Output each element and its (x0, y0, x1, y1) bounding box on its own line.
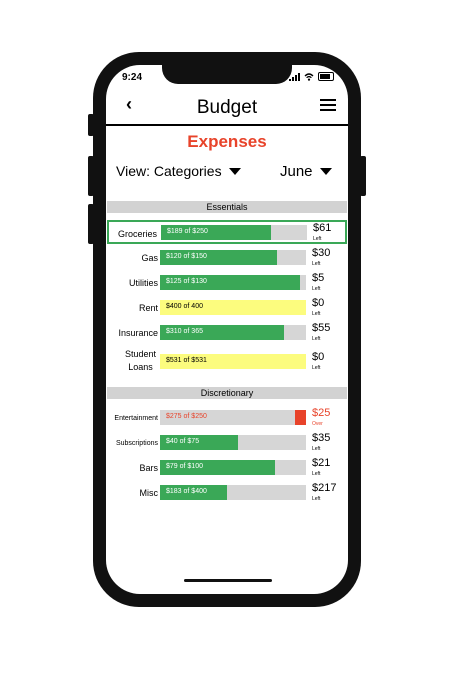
power-button (360, 156, 366, 196)
battery-icon (318, 72, 334, 81)
progress-fill (160, 275, 301, 290)
amount-value: $61 (313, 222, 332, 234)
view-dropdown[interactable]: View: Categories (116, 163, 241, 179)
progress-bar: $189 of $250 (161, 225, 307, 240)
screen: 9:24 ‹ Budget Expenses View: Categories … (106, 65, 348, 594)
amount-note: Left (312, 311, 321, 317)
amount-value: $217 (312, 482, 337, 494)
progress-fill (160, 435, 238, 450)
section-header-essentials: Essentials (107, 201, 347, 213)
category-row-student-loans[interactable]: Student Loans $531 of $531 $0 Left (106, 346, 348, 374)
category-row-subscriptions[interactable]: Subscriptions $40 of $75 $35 Left (106, 431, 348, 455)
progress-fill (160, 325, 285, 340)
chevron-down-icon (319, 168, 332, 175)
amount-note: Left (312, 286, 321, 292)
chevron-down-icon (228, 167, 241, 175)
amount-value: $55 (312, 322, 331, 334)
progress-bar: $79 of $100 (160, 460, 306, 475)
category-label-line1: Student (124, 349, 156, 359)
progress-fill (160, 300, 306, 315)
progress-bar: $125 of $130 (160, 275, 306, 290)
progress-bar: $310 of 365 (160, 325, 306, 340)
amount-note: Left (312, 496, 321, 502)
wifi-icon (304, 72, 314, 81)
category-row-insurance[interactable]: Insurance $310 of 365 $55 Left (106, 321, 348, 345)
amount-note: Left (312, 446, 321, 452)
phone-frame: 9:24 ‹ Budget Expenses View: Categories … (88, 52, 366, 607)
progress-text: $189 of $250 (167, 228, 208, 235)
progress-text: $400 of 400 (166, 303, 203, 310)
amount-value: $5 (312, 272, 325, 284)
category-label: Bars (139, 463, 158, 473)
notch (162, 65, 292, 84)
category-row-entertainment[interactable]: Entertainment $275 of $250 $25 Over (106, 406, 348, 430)
progress-bar: $183 of $400 (160, 485, 306, 500)
progress-text: $275 of $250 (166, 413, 207, 420)
progress-text: $183 of $400 (166, 488, 207, 495)
progress-fill (160, 354, 306, 369)
category-label-line2: Loans (128, 362, 153, 372)
progress-fill (160, 460, 276, 475)
category-row-utilities[interactable]: Utilities $125 of $130 $5 Left (106, 271, 348, 295)
progress-bar: $400 of 400 (160, 300, 306, 315)
progress-fill (160, 410, 306, 425)
back-icon[interactable]: ‹ (126, 94, 132, 114)
progress-fill (161, 225, 272, 240)
volume-up-button (88, 156, 94, 196)
amount-note: Over (312, 421, 323, 427)
category-label: Groceries (117, 229, 157, 239)
section-heading-expenses: Expenses (187, 132, 267, 151)
over-budget-marker (295, 410, 306, 425)
category-label: Entertainment (114, 415, 158, 422)
progress-text: $531 of $531 (166, 357, 207, 364)
category-label: Misc (139, 488, 159, 498)
status-time: 9:24 (122, 72, 143, 83)
status-icons (289, 72, 334, 81)
category-row-rent[interactable]: Rent $400 of 400 $0 Left (106, 296, 348, 320)
app-header: ‹ Budget (106, 89, 348, 126)
category-label: Rent (138, 303, 158, 313)
volume-down-button (88, 204, 94, 244)
progress-text: $40 of $75 (166, 438, 200, 445)
progress-fill (160, 250, 277, 265)
amount-note: Left (312, 471, 321, 477)
amount-value: $21 (312, 457, 331, 469)
amount-note: Left (312, 336, 321, 342)
progress-text: $120 of $150 (166, 253, 207, 260)
progress-text: $310 of 365 (166, 328, 203, 335)
category-row-bars[interactable]: Bars $79 of $100 $21 Left (106, 456, 348, 480)
amount-value: $25 (312, 407, 331, 419)
amount-value: $0 (312, 351, 325, 363)
signal-icon (289, 72, 300, 81)
month-dropdown[interactable]: June (280, 163, 332, 180)
category-label: Gas (141, 253, 158, 263)
category-label: Insurance (118, 328, 158, 338)
amount-note: Left (313, 236, 322, 242)
mute-switch (88, 114, 94, 136)
amount-value: $35 (312, 432, 331, 444)
amount-note: Left (312, 365, 321, 371)
page-title: Budget (196, 97, 258, 118)
view-dropdown-label: View: Categories (116, 163, 222, 179)
progress-bar: $275 of $250 (160, 410, 306, 425)
progress-fill (160, 485, 227, 500)
progress-bar: $120 of $150 (160, 250, 306, 265)
month-dropdown-label: June (280, 163, 313, 180)
home-indicator (184, 579, 272, 582)
category-row-groceries[interactable]: Groceries $189 of $250 $61 Left (107, 220, 347, 244)
progress-text: $79 of $100 (166, 463, 203, 470)
amount-value: $0 (312, 297, 325, 309)
progress-bar: $531 of $531 (160, 354, 306, 369)
category-row-gas[interactable]: Gas $120 of $150 $30 Left (106, 246, 348, 270)
progress-bar: $40 of $75 (160, 435, 306, 450)
progress-text: $125 of $130 (166, 278, 207, 285)
category-row-misc[interactable]: Misc $183 of $400 $217 Left (106, 481, 348, 505)
section-header-discretionary: Discretionary (107, 387, 347, 399)
amount-note: Left (312, 261, 321, 267)
category-label: Utilities (128, 278, 158, 288)
amount-value: $30 (312, 247, 331, 259)
category-label: Student Loans (125, 349, 156, 372)
hamburger-menu-icon[interactable] (320, 99, 336, 114)
category-label: Subscriptions (115, 440, 158, 447)
